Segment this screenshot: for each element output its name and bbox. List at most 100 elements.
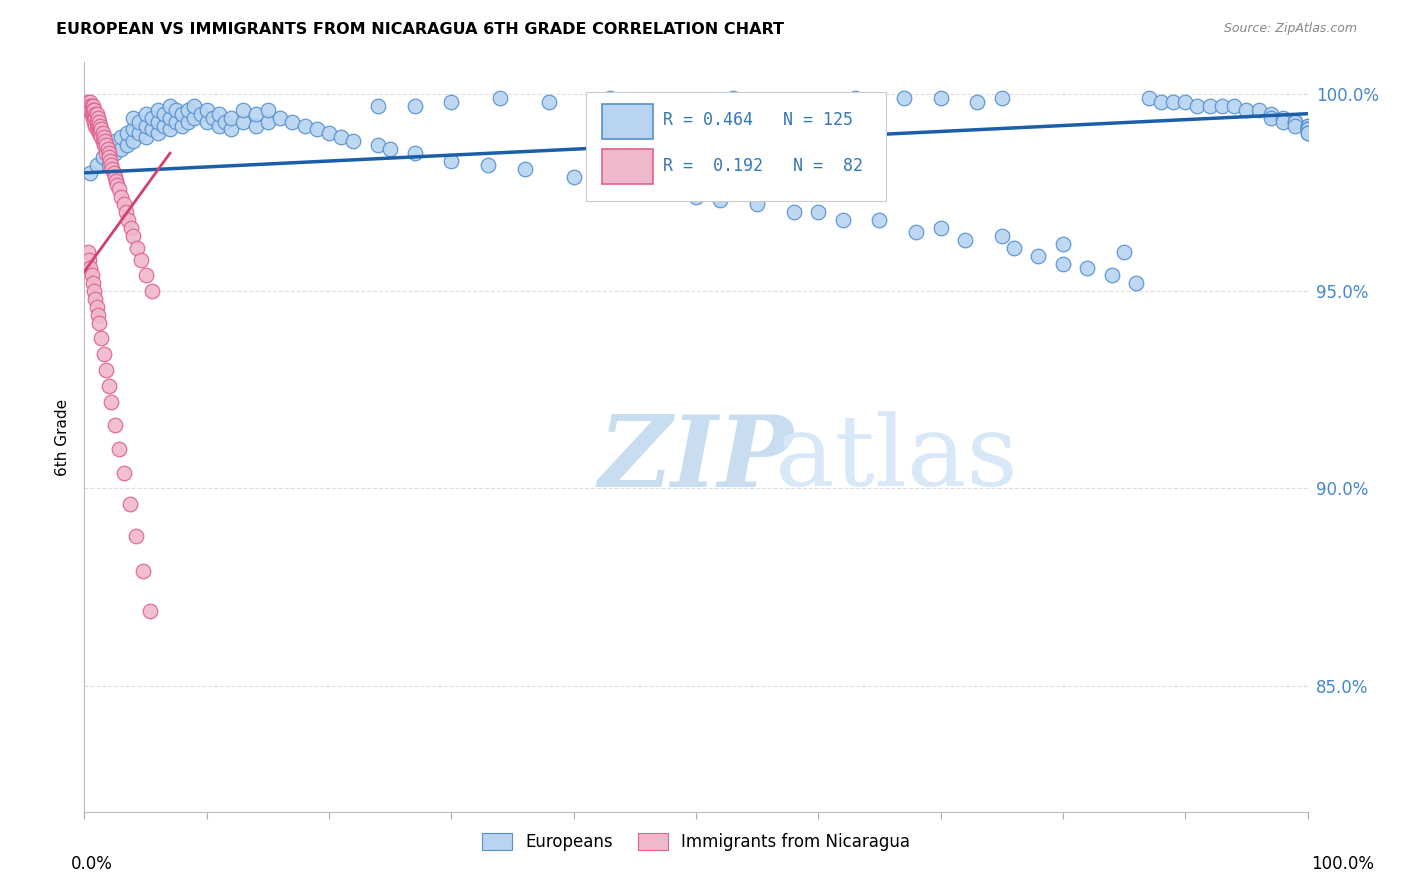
Point [905, 225, 928, 239]
Point [107, 442, 129, 456]
Text: R = 0.464   N = 125: R = 0.464 N = 125 [664, 112, 853, 129]
Point [318, 127, 340, 141]
Point [440, 95, 463, 109]
Point [1101, 268, 1123, 283]
Point [661, 186, 683, 200]
Point [404, 146, 426, 161]
Point [128, 127, 150, 141]
Point [685, 189, 707, 203]
FancyBboxPatch shape [602, 104, 654, 139]
Point [115, 127, 138, 141]
Point [86, 300, 108, 314]
Point [122, 229, 145, 244]
Point [118, 497, 141, 511]
Point [190, 106, 212, 120]
Point [77, 99, 100, 113]
Point [93, 138, 115, 153]
Point [1125, 277, 1147, 291]
Point [82, 277, 104, 291]
Point [257, 114, 280, 128]
Point [77, 252, 100, 267]
Point [1076, 260, 1098, 275]
Point [612, 178, 634, 192]
Point [1296, 119, 1319, 133]
Point [747, 197, 769, 211]
Point [661, 95, 683, 109]
Point [135, 119, 157, 133]
Point [159, 122, 181, 136]
Point [104, 134, 127, 148]
Point [305, 122, 328, 136]
Point [110, 189, 132, 203]
Text: 0.0%: 0.0% [70, 855, 112, 872]
Point [83, 114, 105, 128]
Point [269, 111, 291, 125]
Point [195, 103, 218, 117]
Point [141, 122, 163, 136]
Point [172, 106, 194, 120]
Point [195, 114, 218, 128]
Point [342, 134, 364, 148]
Point [1272, 111, 1295, 125]
Point [93, 130, 115, 145]
Point [86, 114, 108, 128]
Point [125, 529, 148, 543]
Point [77, 95, 100, 109]
Point [219, 122, 242, 136]
Point [159, 99, 181, 113]
Point [135, 106, 157, 120]
Point [929, 221, 952, 235]
Point [83, 111, 105, 125]
Point [294, 119, 316, 133]
Point [146, 114, 169, 128]
Point [79, 260, 101, 275]
Point [139, 604, 162, 618]
Point [132, 564, 155, 578]
Point [96, 363, 118, 377]
Point [87, 114, 110, 128]
Point [1198, 99, 1220, 113]
Point [112, 197, 135, 211]
Point [135, 268, 157, 283]
Point [1296, 119, 1319, 133]
Point [86, 122, 108, 136]
Point [82, 103, 104, 117]
Point [1114, 244, 1136, 259]
Point [599, 91, 621, 105]
Point [991, 91, 1014, 105]
Point [966, 95, 988, 109]
Point [94, 134, 117, 148]
Point [82, 111, 104, 125]
Point [122, 134, 145, 148]
Point [100, 158, 122, 172]
Point [79, 99, 101, 113]
Point [89, 119, 111, 133]
Text: ZIP: ZIP [598, 411, 793, 508]
Point [86, 106, 108, 120]
Point [105, 178, 128, 192]
Point [84, 111, 107, 125]
Point [112, 466, 135, 480]
Point [165, 114, 187, 128]
Point [107, 181, 129, 195]
Point [172, 119, 194, 133]
Point [97, 158, 120, 172]
Point [96, 138, 118, 153]
FancyBboxPatch shape [586, 93, 886, 201]
Point [97, 146, 120, 161]
Point [110, 130, 132, 145]
Point [1052, 256, 1074, 270]
Point [183, 111, 205, 125]
Point [117, 213, 139, 227]
Point [1296, 122, 1319, 136]
Point [80, 99, 103, 113]
Point [1284, 114, 1306, 128]
FancyBboxPatch shape [602, 149, 654, 184]
Point [84, 119, 107, 133]
Point [1028, 249, 1050, 263]
Point [1161, 95, 1184, 109]
Point [245, 106, 267, 120]
Point [87, 122, 110, 136]
Point [367, 138, 389, 153]
Point [440, 154, 463, 169]
